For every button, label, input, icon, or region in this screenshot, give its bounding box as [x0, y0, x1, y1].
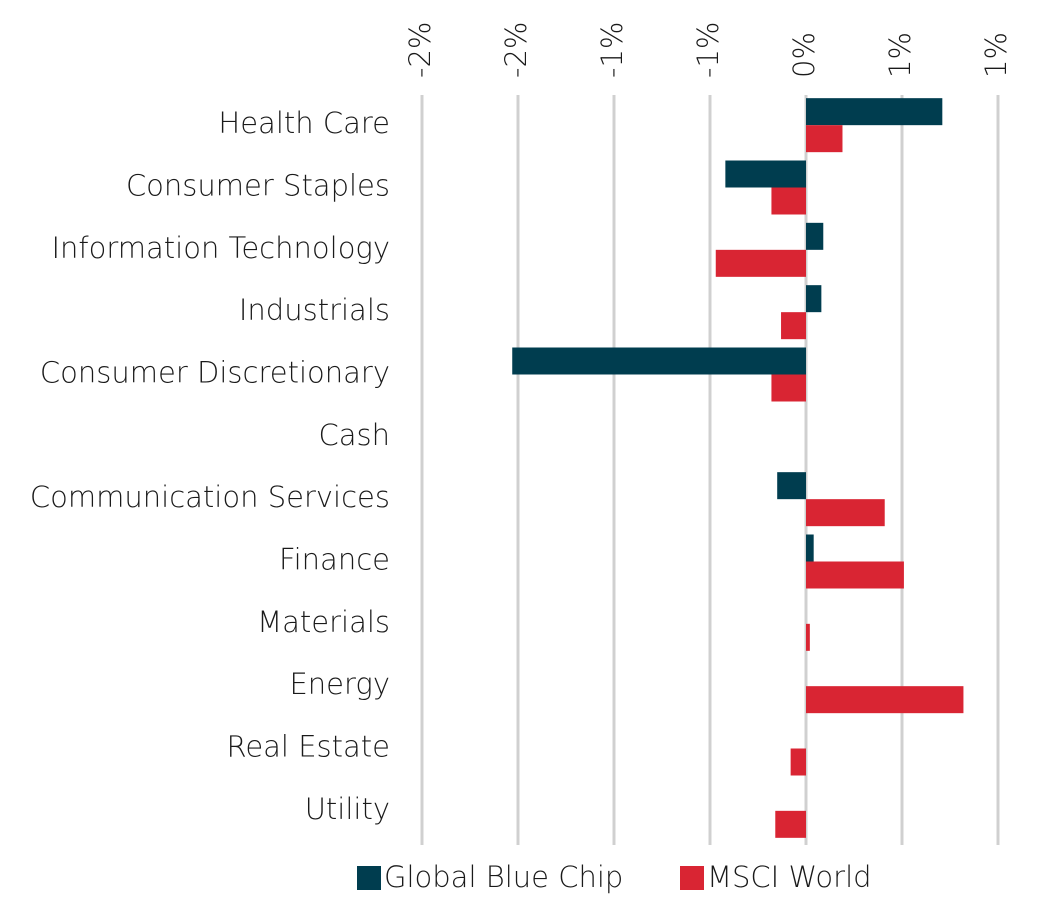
bar — [806, 499, 885, 527]
y-tick-label: Communication Services — [30, 480, 390, 514]
y-tick-label: Industrials — [239, 293, 390, 327]
legend-swatch — [680, 866, 704, 890]
bar — [806, 125, 843, 153]
x-tick-label: -2% — [403, 22, 437, 78]
bar — [771, 374, 806, 402]
y-tick-label: Consumer Staples — [126, 169, 390, 203]
y-tick-label: Cash — [318, 418, 390, 452]
bar — [777, 472, 806, 500]
legend-label: Global Blue Chip — [384, 860, 623, 894]
bar — [512, 347, 806, 375]
x-tick-label: -2% — [499, 22, 533, 78]
x-tick-label: 1% — [883, 32, 917, 78]
bar — [806, 623, 810, 651]
bar — [781, 312, 806, 340]
bar — [806, 98, 943, 126]
y-tick-label: Real Estate — [226, 730, 390, 764]
x-tick-label: 0% — [787, 32, 821, 78]
bar — [715, 249, 806, 277]
x-tick-label: -1% — [595, 22, 629, 78]
bar — [806, 561, 904, 589]
y-tick-label: Health Care — [218, 106, 390, 140]
y-tick-label: Materials — [257, 605, 390, 639]
legend-swatch — [357, 866, 381, 890]
y-tick-label: Finance — [279, 543, 390, 577]
bar — [806, 222, 824, 250]
x-tick-label: 1% — [979, 32, 1013, 78]
bar — [790, 748, 806, 776]
bar — [806, 534, 814, 562]
y-tick-label: Utility — [305, 792, 390, 826]
x-tick-label: -1% — [691, 22, 725, 78]
bar — [771, 187, 806, 215]
y-tick-label: Energy — [289, 667, 390, 701]
legend-label: MSCI World — [707, 860, 872, 894]
bar — [775, 810, 806, 838]
y-tick-label: Consumer Discretionary — [40, 356, 390, 390]
bar — [725, 160, 806, 188]
bar — [806, 285, 822, 313]
bar — [806, 686, 964, 714]
y-tick-label: Information Technology — [51, 231, 390, 265]
